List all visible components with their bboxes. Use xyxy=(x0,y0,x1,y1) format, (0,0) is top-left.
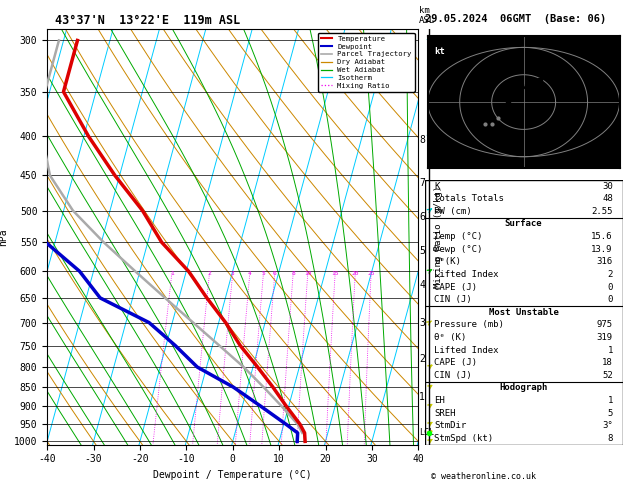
Text: 316: 316 xyxy=(597,257,613,266)
Text: 3°: 3° xyxy=(602,421,613,430)
Text: 1: 1 xyxy=(419,392,425,402)
Text: 30: 30 xyxy=(602,182,613,191)
Text: SREH: SREH xyxy=(435,409,456,417)
Text: StmDir: StmDir xyxy=(435,421,467,430)
Text: Lifted Index: Lifted Index xyxy=(435,270,499,279)
Text: 29.05.2024  06GMT  (Base: 06): 29.05.2024 06GMT (Base: 06) xyxy=(425,14,606,24)
Text: CAPE (J): CAPE (J) xyxy=(435,358,477,367)
Text: 48: 48 xyxy=(602,194,613,203)
Text: Dewp (°C): Dewp (°C) xyxy=(435,244,483,254)
Text: EH: EH xyxy=(435,396,445,405)
Text: 8: 8 xyxy=(291,271,295,276)
Text: 6: 6 xyxy=(419,212,425,222)
Text: Surface: Surface xyxy=(505,220,542,228)
Text: 13.9: 13.9 xyxy=(591,244,613,254)
Legend: Temperature, Dewpoint, Parcel Trajectory, Dry Adiabat, Wet Adiabat, Isotherm, Mi: Temperature, Dewpoint, Parcel Trajectory… xyxy=(318,33,415,92)
Text: 8: 8 xyxy=(419,136,425,145)
Text: Mixing Ratio (g/kg): Mixing Ratio (g/kg) xyxy=(434,186,443,288)
Text: 2: 2 xyxy=(208,271,211,276)
Text: Most Unstable: Most Unstable xyxy=(489,308,559,317)
Text: 4: 4 xyxy=(248,271,252,276)
Text: km
ASL: km ASL xyxy=(419,6,435,25)
Text: LCL: LCL xyxy=(419,429,434,437)
Text: θᵉ(K): θᵉ(K) xyxy=(435,257,461,266)
Text: 2.55: 2.55 xyxy=(591,207,613,216)
Text: 52: 52 xyxy=(602,371,613,380)
Text: 1: 1 xyxy=(608,396,613,405)
Text: 4: 4 xyxy=(419,280,425,290)
Text: Hodograph: Hodograph xyxy=(499,383,548,392)
Text: Totals Totals: Totals Totals xyxy=(435,194,504,203)
Text: 975: 975 xyxy=(597,320,613,330)
X-axis label: Dewpoint / Temperature (°C): Dewpoint / Temperature (°C) xyxy=(153,470,312,480)
Text: 0: 0 xyxy=(608,295,613,304)
Text: Pressure (mb): Pressure (mb) xyxy=(435,320,504,330)
Text: 5: 5 xyxy=(262,271,265,276)
Text: PW (cm): PW (cm) xyxy=(435,207,472,216)
Text: 2: 2 xyxy=(419,354,425,364)
Text: Lifted Index: Lifted Index xyxy=(435,346,499,355)
Text: © weatheronline.co.uk: © weatheronline.co.uk xyxy=(431,472,536,481)
Text: 5: 5 xyxy=(419,246,425,256)
Text: 8: 8 xyxy=(608,434,613,443)
Text: Temp (°C): Temp (°C) xyxy=(435,232,483,241)
Text: 2: 2 xyxy=(608,270,613,279)
Text: kt: kt xyxy=(434,48,445,56)
Text: 3: 3 xyxy=(419,318,425,328)
Text: 319: 319 xyxy=(597,333,613,342)
Text: 6: 6 xyxy=(273,271,277,276)
Text: 18: 18 xyxy=(602,358,613,367)
Text: 0: 0 xyxy=(608,282,613,292)
Text: CIN (J): CIN (J) xyxy=(435,371,472,380)
Text: 5: 5 xyxy=(608,409,613,417)
Text: CIN (J): CIN (J) xyxy=(435,295,472,304)
Text: 15.6: 15.6 xyxy=(591,232,613,241)
Text: StmSpd (kt): StmSpd (kt) xyxy=(435,434,494,443)
Text: 15: 15 xyxy=(331,271,339,276)
Text: 3: 3 xyxy=(231,271,235,276)
Text: K: K xyxy=(435,182,440,191)
Text: 7: 7 xyxy=(419,178,425,188)
Text: 1: 1 xyxy=(170,271,174,276)
Text: 20: 20 xyxy=(352,271,359,276)
Text: 43°37'N  13°22'E  119m ASL: 43°37'N 13°22'E 119m ASL xyxy=(55,14,240,27)
Text: 1: 1 xyxy=(608,346,613,355)
Text: 10: 10 xyxy=(304,271,311,276)
Text: 25: 25 xyxy=(367,271,375,276)
Text: θᵉ (K): θᵉ (K) xyxy=(435,333,467,342)
Text: CAPE (J): CAPE (J) xyxy=(435,282,477,292)
Y-axis label: hPa: hPa xyxy=(0,228,8,246)
